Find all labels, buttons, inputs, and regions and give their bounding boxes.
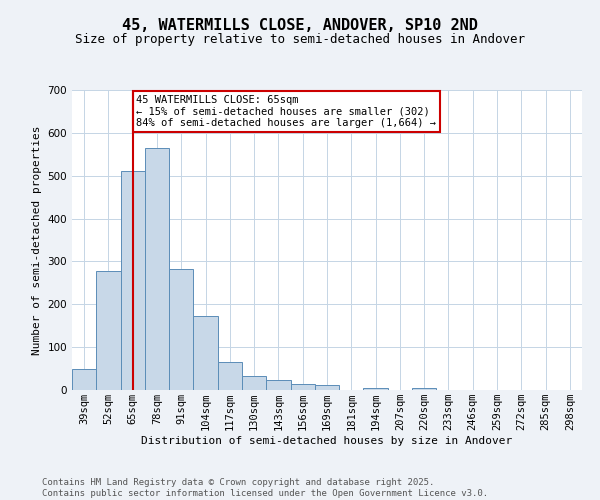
- Bar: [315, 386, 339, 390]
- Bar: [72, 368, 96, 390]
- Bar: [193, 316, 218, 390]
- Text: Size of property relative to semi-detached houses in Andover: Size of property relative to semi-detach…: [75, 32, 525, 46]
- Bar: [145, 148, 169, 390]
- Bar: [169, 269, 193, 390]
- Bar: [218, 362, 242, 390]
- Bar: [242, 376, 266, 390]
- X-axis label: Distribution of semi-detached houses by size in Andover: Distribution of semi-detached houses by …: [142, 436, 512, 446]
- Text: 45 WATERMILLS CLOSE: 65sqm
← 15% of semi-detached houses are smaller (302)
84% o: 45 WATERMILLS CLOSE: 65sqm ← 15% of semi…: [136, 95, 436, 128]
- Bar: [290, 384, 315, 390]
- Text: 45, WATERMILLS CLOSE, ANDOVER, SP10 2ND: 45, WATERMILLS CLOSE, ANDOVER, SP10 2ND: [122, 18, 478, 32]
- Bar: [412, 388, 436, 390]
- Y-axis label: Number of semi-detached properties: Number of semi-detached properties: [32, 125, 42, 355]
- Bar: [364, 388, 388, 390]
- Text: Contains HM Land Registry data © Crown copyright and database right 2025.
Contai: Contains HM Land Registry data © Crown c…: [42, 478, 488, 498]
- Bar: [96, 271, 121, 390]
- Bar: [121, 172, 145, 390]
- Bar: [266, 380, 290, 390]
